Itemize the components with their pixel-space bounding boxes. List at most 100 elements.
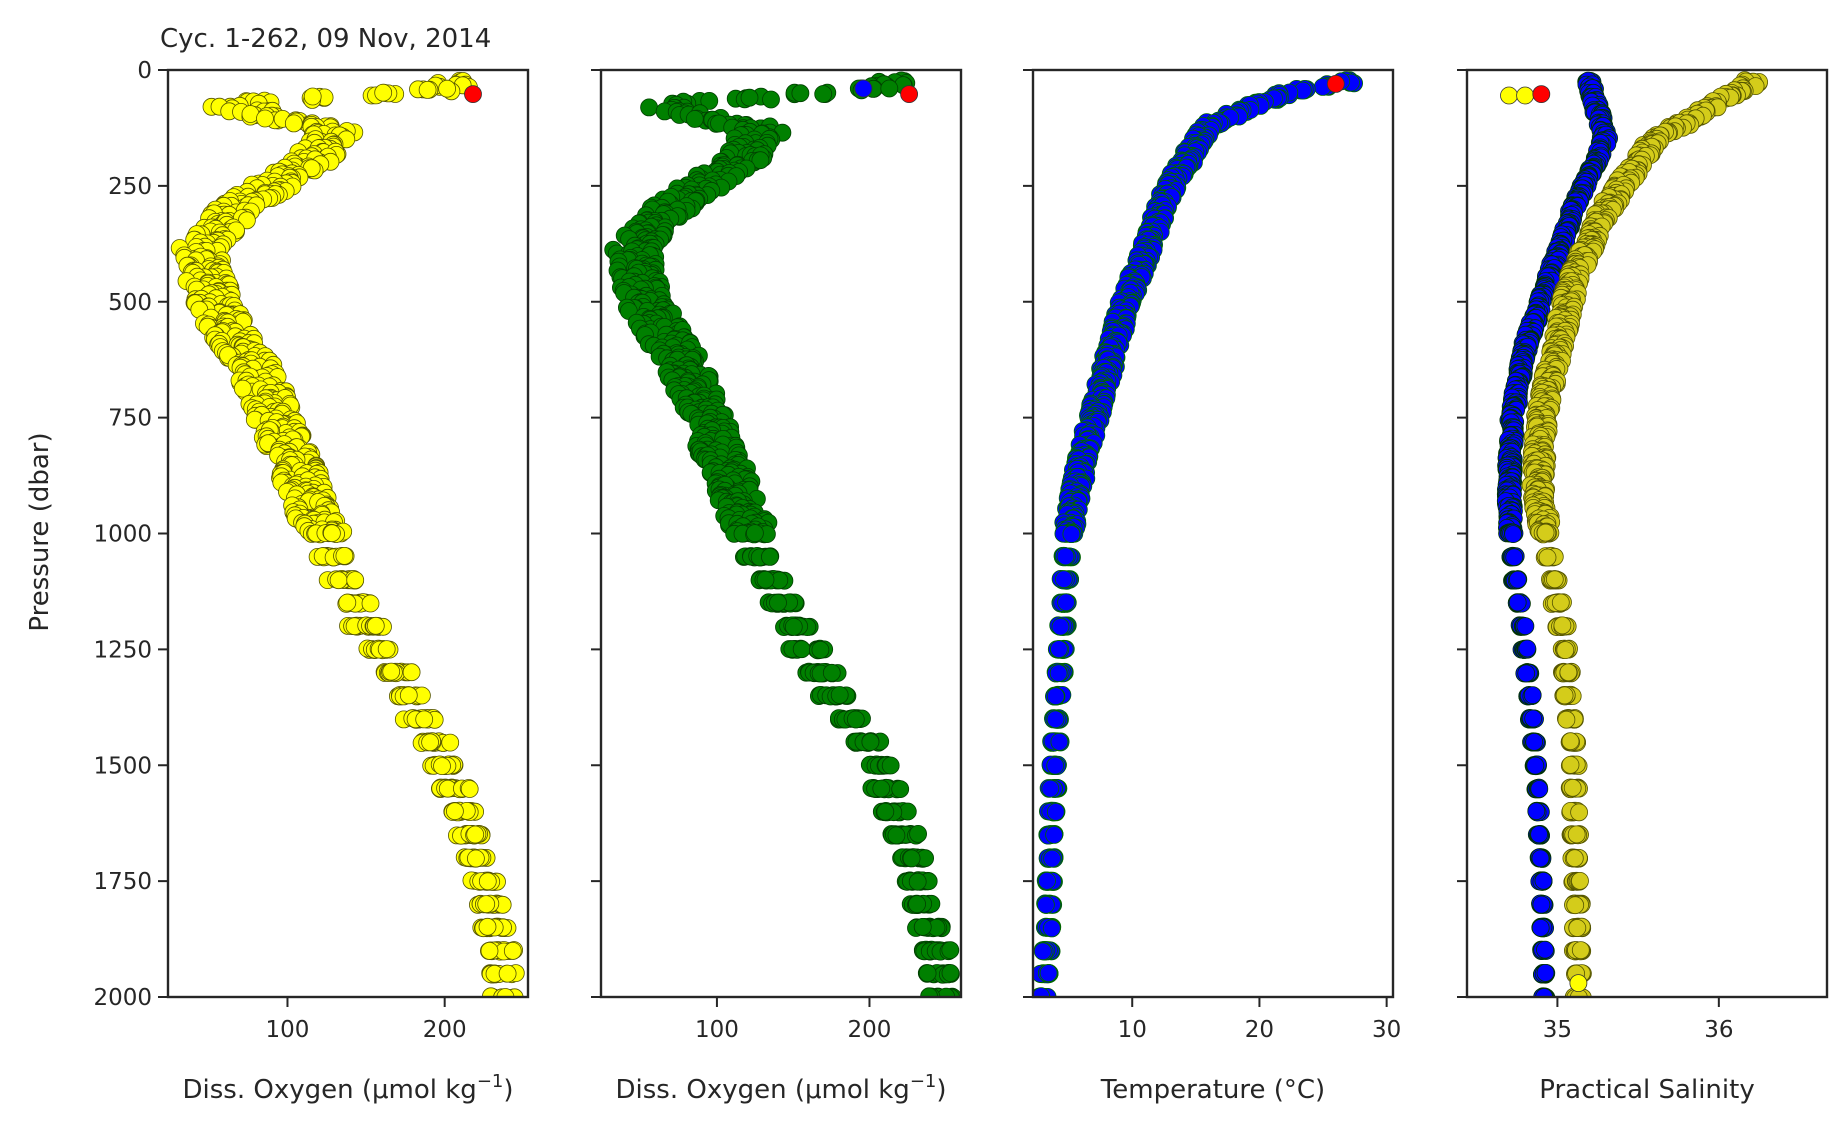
x-tick-label: 100 <box>266 1017 310 1043</box>
data-point <box>1536 523 1555 542</box>
data-point <box>1557 710 1576 729</box>
data-point <box>740 88 759 107</box>
data-point <box>872 779 891 798</box>
data-point <box>881 756 900 775</box>
data-point <box>1049 664 1068 683</box>
data-point <box>751 151 770 170</box>
highlight-point <box>900 85 918 103</box>
scatter-points <box>170 72 525 997</box>
x-tick-label: 200 <box>423 1017 467 1043</box>
data-point <box>1039 964 1058 982</box>
data-point <box>466 849 485 868</box>
data-point <box>876 802 895 821</box>
data-point <box>1046 803 1065 821</box>
data-point <box>762 90 780 109</box>
data-point <box>761 548 779 566</box>
data-point <box>1551 593 1570 612</box>
data-point <box>399 686 418 705</box>
data-point <box>335 547 354 565</box>
data-point <box>415 710 434 729</box>
data-point <box>433 757 451 775</box>
data-point <box>322 524 341 543</box>
data-point <box>792 640 811 659</box>
y-tick-label: 1500 <box>93 753 152 779</box>
data-point <box>496 988 515 997</box>
scatter-points <box>1033 71 1363 997</box>
data-point <box>1037 895 1055 914</box>
series-1 <box>170 72 525 997</box>
data-point <box>830 686 849 704</box>
data-point <box>498 964 517 983</box>
data-point <box>1566 896 1585 915</box>
data-point <box>1046 710 1065 729</box>
data-point <box>811 641 830 659</box>
data-point <box>891 780 910 798</box>
series-1 <box>1496 71 1618 997</box>
data-point <box>421 733 440 752</box>
data-point <box>846 710 865 729</box>
data-point <box>1536 940 1554 959</box>
figure-title: Cyc. 1-262, 09 Nov, 2014 <box>160 24 491 54</box>
data-point <box>1571 941 1590 959</box>
data-point <box>1046 756 1065 775</box>
data-point <box>1046 687 1065 706</box>
data-point <box>402 663 421 682</box>
x-axis-label: Diss. Oxygen (μmol kg−1) <box>182 1071 513 1105</box>
data-point <box>478 917 497 936</box>
data-point <box>1505 548 1524 567</box>
data-point <box>784 618 803 636</box>
x-tick-label: 10 <box>1118 1017 1147 1043</box>
data-point <box>909 825 927 843</box>
data-point <box>303 87 322 106</box>
y-tick-label: 1750 <box>93 869 152 895</box>
data-point <box>1517 664 1536 683</box>
y-tick-label: 750 <box>108 406 152 432</box>
data-point <box>1536 964 1555 982</box>
data-point <box>1567 825 1586 844</box>
data-point <box>1534 871 1553 890</box>
data-point <box>1523 686 1542 704</box>
data-point <box>1041 779 1060 798</box>
y-tick-label: 250 <box>108 174 152 200</box>
data-point <box>822 663 841 682</box>
y-tick-label: 1250 <box>93 637 152 663</box>
data-point <box>918 964 937 983</box>
data-point <box>913 918 932 936</box>
data-point <box>1532 895 1551 914</box>
data-point <box>1050 733 1069 751</box>
data-point <box>1531 919 1550 937</box>
data-point <box>382 662 401 681</box>
data-point <box>361 594 380 613</box>
data-point <box>887 826 906 845</box>
x-tick-label: 30 <box>1372 1017 1401 1043</box>
data-point <box>1565 849 1584 868</box>
data-point <box>478 872 497 891</box>
data-point <box>1568 919 1587 937</box>
data-point <box>503 942 522 960</box>
data-point <box>1561 756 1580 774</box>
data-point <box>1526 756 1545 775</box>
data-point <box>366 616 385 635</box>
data-point <box>1535 988 1553 997</box>
data-point <box>746 524 764 542</box>
data-point <box>1045 826 1063 844</box>
data-point <box>1525 733 1544 751</box>
data-point <box>902 849 921 868</box>
data-point <box>1530 780 1549 798</box>
data-point <box>1531 849 1550 868</box>
data-point <box>1530 825 1548 844</box>
y-tick-label: 0 <box>137 58 152 84</box>
data-point <box>1527 802 1546 821</box>
data-point <box>284 114 303 133</box>
data-point <box>1062 525 1081 543</box>
data-point <box>480 942 499 960</box>
data-point <box>1043 849 1061 868</box>
data-point <box>466 825 485 844</box>
series-2 <box>1521 71 1768 997</box>
data-point <box>941 964 960 982</box>
data-point <box>1518 639 1537 658</box>
data-point <box>1038 872 1056 890</box>
